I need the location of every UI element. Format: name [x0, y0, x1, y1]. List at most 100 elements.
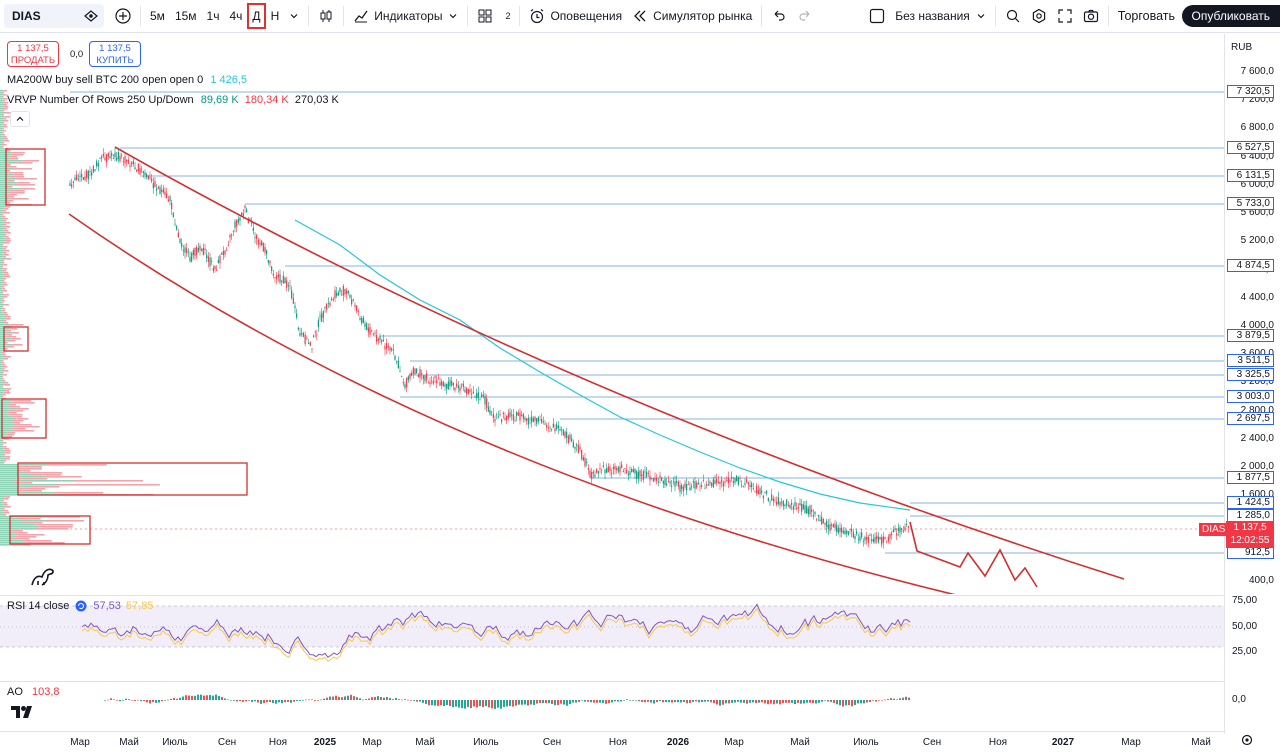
vrvp-legend[interactable]: VRVP Number Of Rows 250 Up/Down 89,69 K …	[7, 94, 339, 106]
currency-label[interactable]: RUB	[1231, 42, 1253, 53]
buy-button[interactable]: 1 137,5 КУПИТЬ	[89, 41, 141, 67]
candle-body	[829, 524, 831, 532]
undo-button[interactable]	[766, 3, 792, 29]
interval-4h[interactable]: 4ч	[229, 9, 243, 23]
projected-path	[909, 521, 1038, 588]
ao-bar	[245, 700, 247, 702]
interval-dropdown[interactable]	[284, 3, 304, 29]
vp-up-bar	[0, 206, 6, 208]
candle-body	[409, 373, 411, 379]
ao-bar	[842, 700, 844, 707]
candle-body	[202, 248, 204, 255]
candle-body	[634, 468, 636, 474]
ao-bar	[890, 698, 892, 700]
time-axis[interactable]: Мар Май Июль Сен Ноя 2025 Мар Май Июль Сен Ноя 2026…	[0, 731, 1224, 755]
rsi-pane[interactable]	[0, 595, 1224, 680]
vp-up-bar	[0, 326, 5, 328]
sell-button[interactable]: 1 137,5 ПРОДАТЬ	[7, 41, 59, 67]
ao-bar	[893, 698, 895, 700]
vp-up-bar	[0, 164, 5, 166]
main-chart-pane[interactable]	[0, 34, 1225, 651]
candle-body	[894, 528, 896, 530]
vp-up-bar	[0, 466, 20, 468]
symbol-info-icon[interactable]	[84, 9, 98, 23]
interval-15m[interactable]: 15м	[174, 9, 197, 23]
vp-up-bar	[0, 464, 47, 466]
ao-bar	[344, 696, 346, 700]
candle-body	[702, 479, 704, 481]
time-tick: Ноя	[268, 737, 288, 748]
quick-search-button[interactable]	[1000, 3, 1026, 29]
vp-down-bar	[1, 216, 6, 218]
fullscreen-button[interactable]	[1052, 3, 1078, 29]
channel-lower-line	[68, 213, 1225, 651]
candle-body	[576, 444, 578, 446]
candle-body	[636, 470, 638, 479]
collapse-legend-button[interactable]	[10, 111, 30, 127]
indicators-button[interactable]: Индикаторы	[348, 3, 463, 29]
replay-button[interactable]: Симулятор рынка	[627, 3, 757, 29]
rsi-canvas[interactable]	[0, 596, 1224, 681]
candle-body	[684, 483, 686, 488]
candle-body	[386, 343, 388, 349]
redo-button[interactable]	[792, 3, 818, 29]
vp-up-bar	[0, 304, 5, 306]
interval-1h[interactable]: 1ч	[206, 9, 220, 23]
rsi-tick-25: 25,00	[1232, 646, 1258, 657]
candle-body	[92, 165, 94, 173]
candle-body	[759, 488, 761, 495]
price-level-label: 7 320,5	[1227, 85, 1274, 98]
ao-bar	[599, 700, 601, 703]
rsi-ma-value: 57,85	[125, 600, 154, 612]
refresh-icon[interactable]	[75, 600, 87, 612]
candle-body	[362, 317, 364, 323]
ao-bar	[107, 699, 109, 701]
candle-body	[417, 374, 419, 377]
add-symbol-button[interactable]	[110, 3, 136, 29]
ao-bar	[908, 697, 910, 700]
alerts-button[interactable]: Оповещения	[524, 3, 627, 29]
ao-bar	[641, 700, 643, 703]
candle-body	[694, 481, 696, 489]
ao-bar	[665, 700, 667, 703]
interval-1d[interactable]: Д	[247, 3, 266, 29]
interval-1w[interactable]: Н	[270, 9, 280, 23]
ao-pane[interactable]	[0, 681, 1224, 729]
trade-button[interactable]: Торговать	[1117, 9, 1175, 23]
candle-body	[771, 494, 773, 501]
vp-down-bar	[2, 394, 6, 396]
candle-body	[184, 247, 186, 253]
candle-body	[377, 339, 379, 342]
candle-body	[879, 536, 881, 540]
ao-bar	[431, 700, 433, 706]
ao-bar	[248, 700, 250, 701]
ao-bar	[608, 700, 610, 704]
settings-button[interactable]	[1026, 3, 1052, 29]
layout-name-button[interactable]: Без названия	[864, 3, 991, 29]
axis-settings-button[interactable]	[1240, 733, 1254, 752]
candle-body	[247, 218, 249, 224]
publish-button[interactable]: Опубликовать	[1181, 5, 1280, 27]
symbol-search[interactable]: DIAS	[4, 4, 104, 28]
interval-5m[interactable]: 5м	[150, 9, 165, 23]
chart-type-button[interactable]	[313, 3, 339, 29]
ao-bar	[773, 700, 775, 705]
vp-down-bar	[5, 258, 11, 260]
rsi-legend[interactable]: RSI 14 close 57,53 57,85	[7, 600, 153, 612]
ao-bar	[851, 700, 853, 707]
candle-body	[512, 414, 514, 421]
ao-canvas[interactable]	[0, 682, 1224, 730]
candle-body	[226, 249, 228, 251]
price-chart-canvas[interactable]	[0, 34, 1225, 651]
ma-legend[interactable]: MA200W buy sell BTC 200 open open 0 1 42…	[7, 74, 247, 86]
ao-bar	[629, 700, 631, 701]
vrvp-total-value: 270,03 K	[294, 94, 339, 106]
ao-legend[interactable]: AO 103,8	[7, 686, 60, 698]
vp-down-bar	[6, 112, 11, 114]
vp-up-bar	[0, 470, 19, 472]
candle-body	[782, 500, 784, 507]
snapshot-button[interactable]	[1078, 3, 1104, 29]
layouts-button[interactable]: 2	[472, 3, 515, 29]
vp-up-bar	[0, 116, 5, 118]
candle-body	[816, 519, 818, 521]
